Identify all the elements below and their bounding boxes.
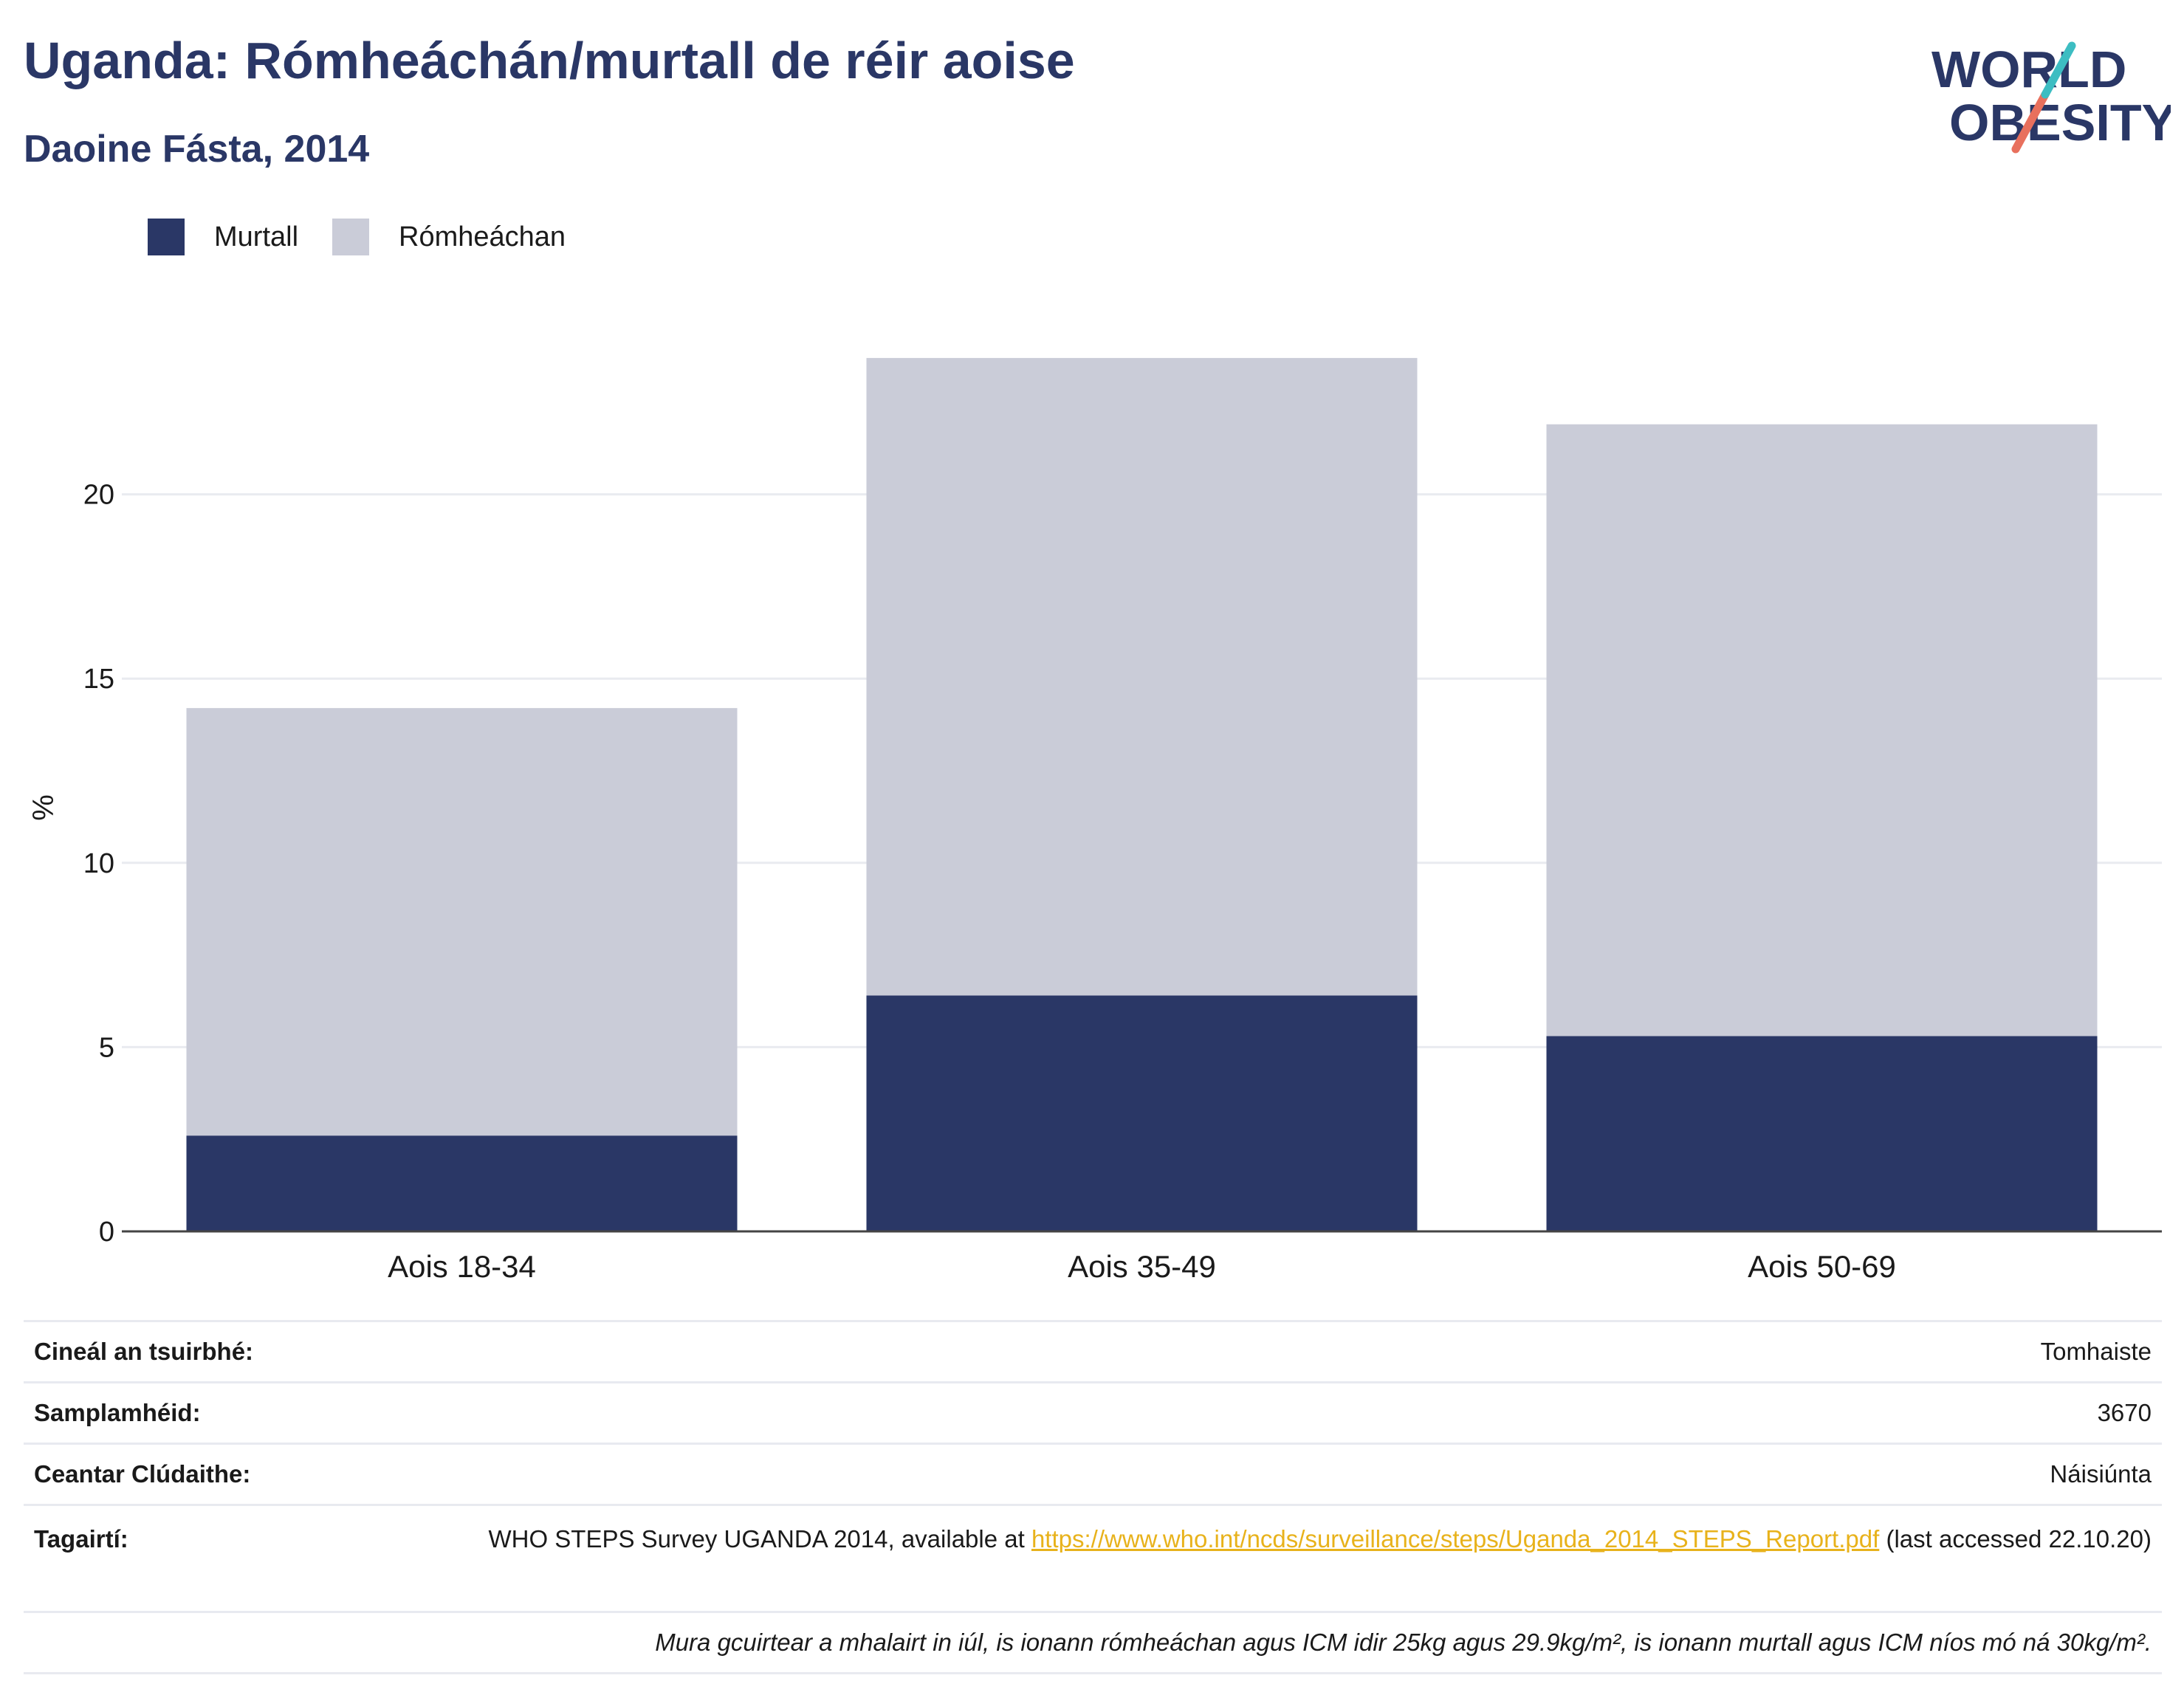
legend-swatch-overweight: [332, 219, 370, 255]
y-tick-label: 15: [83, 664, 114, 695]
bar-obese: [186, 1135, 738, 1231]
bar-overweight: [186, 708, 738, 1136]
y-tick-label: 5: [99, 1032, 114, 1063]
info-row-footnote: Mura gcuirtear a mhalairt in iúl, is ion…: [24, 1611, 2162, 1674]
area-label: Ceantar Clúdaithe:: [24, 1443, 354, 1505]
survey-type-value: Tomhaiste: [354, 1320, 2162, 1383]
footnote: Mura gcuirtear a mhalairt in iúl, is ion…: [24, 1611, 2162, 1674]
legend-label-overweight: Rómheáchan: [399, 221, 566, 252]
y-tick-label: 20: [83, 480, 114, 511]
references-link[interactable]: https://www.who.int/ncds/surveillance/st…: [1031, 1525, 1880, 1553]
bar-obese: [1546, 1036, 2098, 1231]
legend-label-obese: Murtall: [214, 221, 299, 252]
x-tick-label: Aois 35-49: [1068, 1249, 1216, 1284]
logo-slash-teal: [2041, 41, 2076, 99]
info-row-survey-type: Cineál an tsuirbhé: Tomhaiste: [24, 1320, 2162, 1383]
x-tick-label: Aois 50-69: [1748, 1249, 1896, 1284]
legend: Murtall Rómheáchan: [148, 219, 600, 255]
survey-info-table: Cineál an tsuirbhé: Tomhaiste Samplamhéi…: [24, 1320, 2162, 1674]
y-tick-label: 10: [83, 848, 114, 879]
logo-slash-red: [2011, 90, 2050, 154]
y-axis-label: %: [27, 794, 60, 821]
x-tick-label: Aois 18-34: [388, 1249, 536, 1284]
references-text: WHO STEPS Survey UGANDA 2014, available …: [488, 1525, 1025, 1553]
stacked-bar-chart: 0 5 10 15 20% Aois 18-34 Aois 35-49 Aois 50-69: [27, 357, 2162, 1284]
legend-swatch-obese: [148, 219, 185, 255]
area-value: Náisiúnta: [354, 1443, 2162, 1505]
survey-type-label: Cineál an tsuirbhé:: [24, 1320, 354, 1383]
chart-subtitle: Daoine Fásta, 2014: [24, 128, 370, 171]
sample-size-value: 3670: [354, 1381, 2162, 1444]
info-row-references: Tagairtí: WHO STEPS Survey UGANDA 2014, …: [24, 1504, 2162, 1612]
bar-overweight: [866, 357, 1418, 996]
y-tick-label: 0: [99, 1217, 114, 1248]
chart-title: Uganda: Rómheáchán/murtall de réir aoise: [24, 32, 1075, 89]
world-obesity-logo: WORLD OBESITY: [1931, 41, 2171, 154]
references-label: Tagairtí:: [24, 1504, 354, 1612]
references-value: WHO STEPS Survey UGANDA 2014, available …: [354, 1504, 2162, 1612]
logo-line2: OBESITY: [1949, 94, 2171, 151]
references-tail: (last accessed 22.10.20): [1886, 1525, 2152, 1553]
info-row-sample-size: Samplamhéid: 3670: [24, 1381, 2162, 1444]
bar-overweight: [1546, 424, 2098, 1036]
sample-size-label: Samplamhéid:: [24, 1381, 354, 1444]
bar-obese: [866, 995, 1418, 1231]
info-row-area: Ceantar Clúdaithe: Náisiúnta: [24, 1443, 2162, 1505]
logo-line1: WORLD: [1931, 41, 2126, 98]
